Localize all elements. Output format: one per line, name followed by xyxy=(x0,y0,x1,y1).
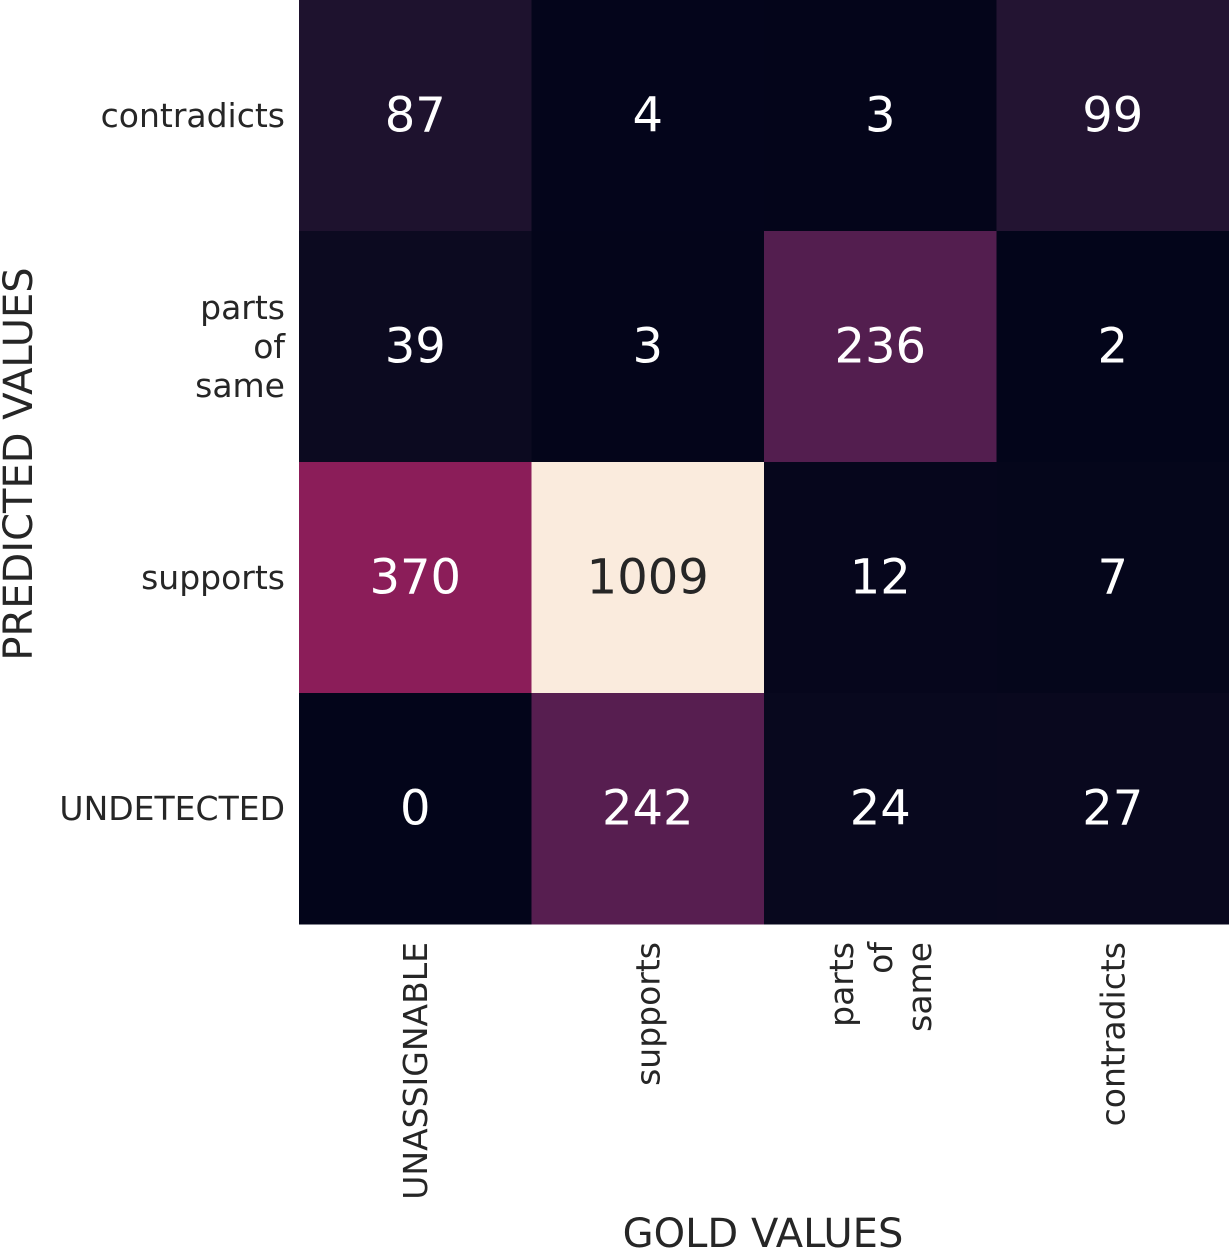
y-tick-label-3-line-0: UNDETECTED xyxy=(59,789,285,828)
heatmap-cell-r3-c2 xyxy=(764,693,997,925)
x-tick-label-1-line-0: supports xyxy=(628,942,667,1086)
heatmap-cell-r1-c0 xyxy=(299,231,532,463)
heatmap-cell-r3-c3 xyxy=(996,693,1229,925)
heatmap-cell-r2-c2 xyxy=(764,462,997,694)
y-tick-label-1-line-2: same xyxy=(195,366,285,405)
heatmap-cell-r1-c2 xyxy=(764,231,997,463)
cell-value-r1-c3: 2 xyxy=(1097,319,1128,375)
y-axis-label: PREDICTED VALUES xyxy=(0,267,42,660)
y-tick-label-0-line-0: contradicts xyxy=(101,96,285,135)
x-tick-label-2-line-1: of xyxy=(861,941,900,974)
heatmap-cell-r0-c1 xyxy=(531,0,765,232)
cell-value-r2-c3: 7 xyxy=(1097,550,1128,606)
heatmap-cell-r0-c0 xyxy=(299,0,532,232)
y-tick-label-2-line-0: supports xyxy=(141,558,285,597)
x-tick-label-2-line-2: same xyxy=(900,942,939,1032)
cell-value-r1-c0: 39 xyxy=(385,319,446,375)
heatmap-cell-r0-c2 xyxy=(764,0,997,232)
heatmap-cell-r3-c1 xyxy=(531,693,765,925)
cell-value-r0-c2: 3 xyxy=(865,88,896,144)
cell-value-r3-c1: 242 xyxy=(602,781,694,837)
y-tick-label-1-line-1: of xyxy=(253,327,286,366)
heatmap-cell-r3-c0 xyxy=(299,693,532,925)
x-axis-label: GOLD VALUES xyxy=(623,1211,904,1257)
cell-value-r1-c1: 3 xyxy=(632,319,663,375)
heatmap-cell-r2-c1 xyxy=(531,462,765,694)
x-tick-label-0-line-0: UNASSIGNABLE xyxy=(396,942,435,1200)
x-tick-label-2-line-0: parts xyxy=(822,942,861,1027)
cell-value-r3-c3: 27 xyxy=(1082,781,1143,837)
y-tick-label-1-line-0: parts xyxy=(200,288,285,327)
cell-value-r3-c2: 24 xyxy=(850,781,911,837)
cell-value-r0-c1: 4 xyxy=(632,88,663,144)
x-axis-tick-labels: UNASSIGNABLE supports parts of same contradic… xyxy=(396,941,1133,1200)
heatmap-cell-r1-c3 xyxy=(996,231,1229,463)
heatmap-cell-r2-c0 xyxy=(299,462,532,694)
heatmap-cell-r0-c3 xyxy=(996,0,1229,232)
heatmap-cells xyxy=(299,0,1229,925)
x-tick-label-3-line-0: contradicts xyxy=(1093,942,1132,1126)
cell-value-r2-c1: 1009 xyxy=(587,550,709,606)
cell-value-labels: 87 4 3 99 39 3 236 2 370 1009 12 7 0 242 24 27 xyxy=(369,88,1143,837)
cell-value-r2-c0: 370 xyxy=(369,550,461,606)
cell-value-r2-c2: 12 xyxy=(850,550,911,606)
cell-value-r1-c2: 236 xyxy=(834,319,926,375)
cell-value-r0-c3: 99 xyxy=(1082,88,1143,144)
cell-value-r3-c0: 0 xyxy=(400,781,431,837)
heatmap-cell-r2-c3 xyxy=(996,462,1229,694)
heatmap-cell-r1-c1 xyxy=(531,231,765,463)
cell-value-r0-c0: 87 xyxy=(385,88,446,144)
